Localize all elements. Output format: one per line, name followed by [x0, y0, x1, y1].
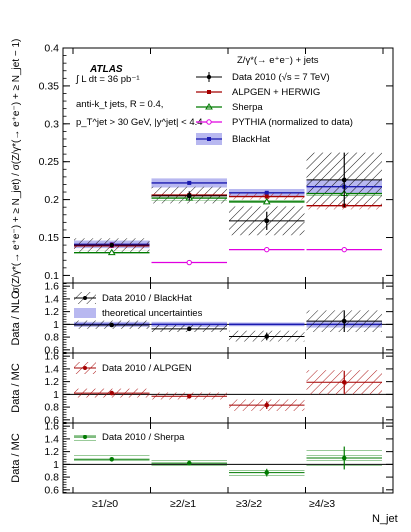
- sherpa-marker-0: [107, 248, 116, 256]
- y-tick-label-ratio-nlo-3: 1.2: [44, 306, 59, 318]
- ratio-nlo-y-axis-title: Data / NLO: [10, 290, 22, 345]
- legend-pythia-marker: [206, 119, 212, 125]
- y-tick-label-main-3: 0.25: [39, 156, 60, 168]
- main-y-axis-title: σ(Z/γ*(→ e⁺e⁻) + ≥ N_jet) / σ(Z/γ*(→ e⁺e…: [11, 39, 22, 294]
- sherpa-marker-2: [262, 197, 271, 205]
- legend-alpgen-label: ALPGEN + HERWIG: [232, 87, 320, 98]
- y-tick-label-ratio-nlo-2: 1: [53, 319, 59, 331]
- pythia-marker-3: [341, 246, 347, 253]
- alpgen-marker-2: [264, 194, 269, 199]
- ratio-point-ratio-alpgen-3: [341, 379, 347, 385]
- legend-blackhat-label: BlackHat: [232, 134, 270, 145]
- pythia-marker-1: [186, 259, 192, 266]
- y-tick-label-ratio-nlo-5: 1.6: [44, 281, 59, 293]
- x-tick-label-2: ≥3/≥2: [236, 498, 262, 510]
- y-tick-label-ratio-alpgen-2: 1: [53, 389, 59, 401]
- main-legend: Data 2010 (√s = 7 TeV) ALPGEN + HERWIG S…: [196, 72, 353, 145]
- pythia-marker-2: [264, 246, 270, 253]
- ratio-point-ratio-alpgen-2: [264, 402, 270, 408]
- lumi-label: ∫ L dt = 36 pb⁻¹: [75, 74, 140, 85]
- ratio-point-ratio-nlo-3: [341, 318, 347, 324]
- x-tick-label-1: ≥2/≥1: [170, 498, 196, 510]
- ratio-alpgen-y-axis-title: Data / MC: [10, 363, 22, 413]
- y-tick-label-ratio-sherpa-3: 1.2: [44, 446, 59, 458]
- legend-alpgen-ratio-dot: [83, 366, 87, 370]
- legend-sherpa-marker: [205, 103, 213, 110]
- legend-alpgen-ratio-label: Data 2010 / ALPGEN: [102, 363, 192, 374]
- y-tick-label-ratio-alpgen-4: 1.4: [44, 363, 59, 375]
- data-point-2: [264, 218, 270, 224]
- ratio-point-ratio-sherpa-2: [264, 470, 270, 475]
- blackhat-marker-1: [187, 180, 192, 185]
- legend-sherpa-label: Sherpa: [232, 102, 263, 113]
- y-tick-label-ratio-sherpa-1: 0.8: [44, 472, 59, 484]
- legend-nlo-theory-label: theoretical uncertainties: [102, 308, 203, 319]
- data-point-3: [341, 177, 347, 183]
- jet-algo-label: anti-k_t jets, R = 0.4,: [76, 99, 163, 110]
- y-tick-label-ratio-alpgen-0: 0.6: [44, 414, 59, 426]
- y-tick-label-main-4: 0.3: [44, 118, 59, 130]
- y-tick-label-main-0: 0.1: [44, 270, 59, 282]
- y-tick-label-ratio-alpgen-3: 1.2: [44, 376, 59, 388]
- y-tick-label-ratio-sherpa-4: 1.4: [44, 433, 59, 445]
- y-tick-label-main-1: 0.15: [39, 232, 60, 244]
- process-label: Z/γ*(→ e⁺e⁻) + jets: [237, 55, 319, 66]
- legend-nlo-data-label: Data 2010 / BlackHat: [102, 293, 192, 304]
- ratio-nlo-legend: Data 2010 / BlackHat theoretical uncerta…: [74, 292, 203, 319]
- y-tick-label-ratio-sherpa-0: 0.6: [44, 484, 59, 496]
- ratio-point-ratio-sherpa-0: [109, 456, 115, 462]
- x-tick-label-0: ≥1/≥0: [92, 498, 118, 510]
- y-tick-label-main-5: 0.35: [39, 80, 60, 92]
- legend-blackhat-marker: [207, 137, 211, 141]
- legend-data-label: Data 2010 (√s = 7 TeV): [232, 72, 330, 83]
- ratio-alpgen-legend: Data 2010 / ALPGEN: [74, 362, 192, 374]
- ratio-point-ratio-nlo-1: [186, 326, 192, 332]
- jet-cuts-label: p_T^jet > 30 GeV, |y^jet| < 4.4: [76, 117, 203, 128]
- ratio-point-ratio-alpgen-1: [186, 393, 192, 399]
- ratio-sherpa-y-axis-title: Data / MC: [10, 433, 22, 483]
- ratio-point-ratio-nlo-0: [109, 322, 115, 328]
- y-tick-label-ratio-nlo-0: 0.6: [44, 344, 59, 356]
- x-tick-label-3: ≥4/≥3: [309, 498, 335, 510]
- y-tick-label-ratio-sherpa-5: 1.6: [44, 421, 59, 433]
- ratio-point-ratio-nlo-2: [264, 334, 270, 339]
- y-tick-label-main-2: 0.2: [44, 194, 59, 206]
- ratio-point-ratio-sherpa-3: [341, 455, 347, 461]
- legend-sherpa-ratio-dot: [83, 435, 87, 439]
- ratio-sherpa-legend: Data 2010 / Sherpa: [74, 431, 185, 443]
- ratio-point-ratio-alpgen-0: [109, 390, 115, 396]
- legend-data-marker-dot: [206, 74, 212, 80]
- y-tick-label-ratio-sherpa-2: 1: [53, 459, 59, 471]
- data-point-1: [186, 193, 192, 199]
- y-tick-label-ratio-nlo-4: 1.4: [44, 293, 59, 305]
- y-tick-label-ratio-alpgen-1: 0.8: [44, 402, 59, 414]
- ratio-point-ratio-sherpa-1: [186, 460, 192, 466]
- legend-alpgen-marker: [207, 90, 211, 94]
- legend-pythia-label: PYTHIA (normalized to data): [232, 117, 353, 128]
- y-tick-label-main-6: 0.4: [44, 43, 59, 55]
- y-tick-label-ratio-alpgen-5: 1.6: [44, 351, 59, 363]
- legend-sherpa-ratio-label: Data 2010 / Sherpa: [102, 432, 185, 443]
- blackhat-marker-2: [264, 190, 269, 195]
- chart-marks: 0.10.150.20.250.30.350.40.60.811.21.41.6…: [39, 43, 393, 496]
- data-point-0: [109, 242, 115, 248]
- legend-nlo-theory-band: [74, 308, 96, 318]
- y-tick-label-ratio-nlo-1: 0.8: [44, 332, 59, 344]
- legend-nlo-dot: [83, 296, 87, 300]
- atlas-label: ATLAS: [89, 64, 123, 75]
- x-axis-title: N_jet: [372, 513, 398, 525]
